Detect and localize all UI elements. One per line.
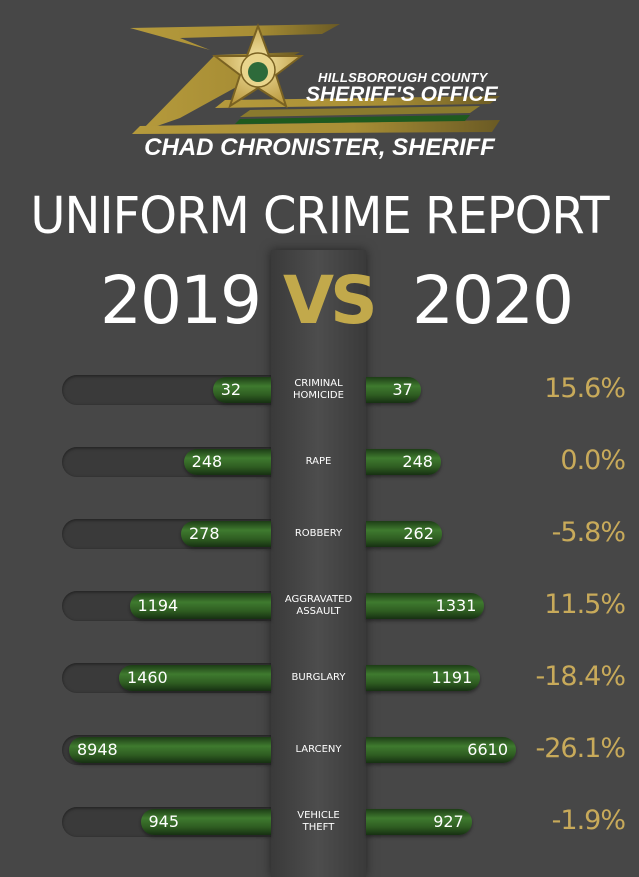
sheriff-name: CHAD CHRONISTER, SHERIFF — [144, 134, 495, 161]
year-right-label: 2020 — [412, 262, 574, 339]
category-label: RAPE — [305, 456, 332, 467]
percent-change-label: -26.1% — [535, 733, 626, 764]
bar-2019: 248 — [183, 449, 271, 475]
bar-2020: 37 — [366, 377, 421, 403]
bar-2019: 32 — [212, 377, 271, 403]
category-label: ROBBERY — [294, 528, 343, 539]
category-label: LARCENY — [295, 744, 342, 755]
category-label: AGGRAVATED ASSAULT — [284, 594, 353, 617]
category-label: BURGLARY — [291, 672, 346, 683]
percent-change-label: 0.0% — [560, 445, 626, 476]
sheriff-logo — [130, 23, 500, 134]
bar-2019: 1194 — [129, 593, 271, 619]
center-column — [271, 250, 366, 877]
percent-change-label: -1.9% — [551, 805, 626, 836]
bar-2019: 8948 — [69, 737, 271, 763]
category-label: CRIMINAL HOMICIDE — [293, 378, 344, 401]
agency-name-line2: SHERIFF'S OFFICE — [306, 83, 498, 106]
bar-2020: 262 — [366, 521, 442, 547]
percent-change-label: 15.6% — [544, 373, 626, 404]
bar-2019: 945 — [140, 809, 271, 835]
agency-name-line1: HILLSBOROUGH COUNTY — [318, 70, 488, 85]
bar-2020: 248 — [366, 449, 441, 475]
bar-2020: 1191 — [366, 665, 481, 691]
page-title: UNIFORM CRIME REPORT — [30, 186, 609, 246]
header: HILLSBOROUGH COUNTY SHERIFF'S OFFICE CHA… — [0, 0, 639, 180]
category-label: VEHICLE THEFT — [297, 810, 340, 833]
bar-2020: 6610 — [366, 737, 516, 763]
bar-2020: 927 — [366, 809, 472, 835]
star-badge-icon — [212, 23, 304, 109]
year-left-label: 2019 — [100, 262, 262, 339]
percent-change-label: -5.8% — [551, 517, 626, 548]
versus-label: VS — [283, 262, 378, 339]
percent-change-label: 11.5% — [544, 589, 626, 620]
bar-2020: 1331 — [366, 593, 485, 619]
bar-2019: 1460 — [119, 665, 271, 691]
bar-2019: 278 — [181, 521, 271, 547]
percent-change-label: -18.4% — [535, 661, 626, 692]
